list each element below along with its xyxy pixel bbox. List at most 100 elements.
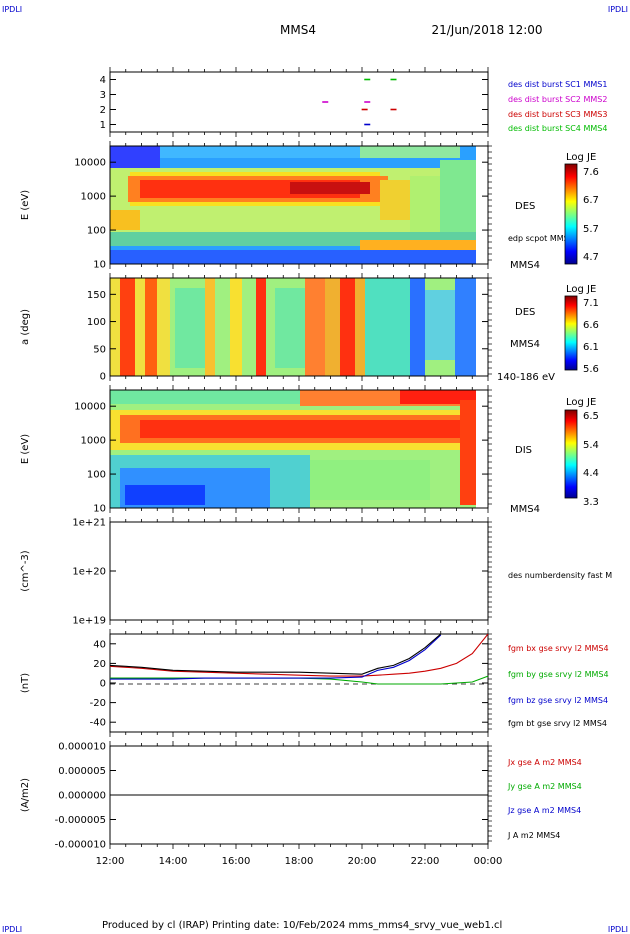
ytick-label: 100 [87,470,106,481]
xtick-label: 12:00 [96,856,125,867]
ytick-label: 150 [87,290,106,301]
density-legend: des numberdensity fast M [508,571,612,580]
bfield-ylabel: (nT) [20,673,31,693]
panel-burst-marks [322,78,397,126]
dis-energy-cb-tick-4: 3.3 [583,497,599,508]
des-pitch-cb-tick-3: 6.1 [583,342,599,353]
ytick-label: 100 [87,317,106,328]
current-ylabel: (A/m2) [20,778,31,812]
ytick-label: 40 [93,639,106,650]
dis-energy-ylabel: E (eV) [20,434,31,464]
ytick-label: 0 [100,372,106,383]
ytick-label: 1 [100,120,106,131]
xtick-label: 14:00 [159,856,188,867]
ytick-label: 1e+21 [72,518,106,529]
panel-burst: 1 2 3 4 des dist burst SC1 MMS1 des dist bu… [100,71,607,133]
ytick-label: 10 [93,260,106,271]
panel-burst-frame [109,71,489,133]
legend-mms4: des dist burst SC4 MMS4 [508,124,607,133]
ytick-label: 0.000000 [58,791,106,802]
corner-br: IPDLI [608,925,628,934]
xtick-label: 00:00 [474,856,503,867]
dis-energy-label-sc: MMS4 [510,504,540,515]
dis-energy-spectrogram [110,390,488,508]
legend-bz: fgm bz gse srvy l2 MMS4 [508,696,608,705]
legend-jz: Jz gse A m2 MMS4 [507,806,581,815]
burst-mark [390,78,397,81]
xtick-label: 22:00 [411,856,440,867]
xtick-label: 16:00 [222,856,251,867]
ytick-label: 1e+19 [72,616,106,627]
legend-bt: fgm bt gse srvy l2 MMS4 [508,719,607,728]
des-energy-label-des: DES [515,201,535,212]
panel-current-ticks: 0.000010 0.000005 0.000000 -0.000005 -0.0000… [55,742,492,851]
des-pitch-cb-tick-4: 5.6 [583,364,599,375]
corner-tl: IPDLI [2,5,22,14]
dis-energy-colorbar [564,409,578,499]
ytick-label: -0.000005 [55,815,106,826]
ytick-label: 0.000005 [58,766,106,777]
panel-des-energy-ticks: 10 100 1000 10000 [74,145,492,271]
des-pitch-label-des: DES [515,307,535,318]
des-pitch-colorbar [564,295,578,371]
legend-mms2: des dist burst SC2 MMS2 [508,95,607,104]
ytick-label: 10 [93,504,106,515]
panel-bfield-frame [109,633,489,733]
ytick-label: 2 [100,105,106,116]
des-pitch-spectrogram [110,278,488,376]
panel-des-pitch: 0 50 100 150 a (deg) DES MMS4 140-186 eV Lo… [20,277,599,383]
bfield-series-line [110,634,442,680]
panel-bfield-ticks: 40 20 0 -20 -40 [90,633,492,730]
ytick-label: 3 [100,90,106,101]
ytick-label: 10000 [74,402,106,413]
panel-des-energy: 10 100 1000 10000 E (eV) DES edp scpot MMS4… [20,145,599,271]
des-energy-label-sc: MMS4 [510,260,540,271]
legend-by: fgm by gse srvy l2 MMS4 [508,670,609,679]
legend-j: J A m2 MMS4 [507,831,560,840]
ytick-label: -20 [90,698,106,709]
panel-bfield: 40 20 0 -20 -40 (nT) fgm bx gse srvy l2 MMS4… [20,633,609,733]
bfield-series-line [109,633,442,675]
dis-energy-colorbar-title: Log JE [566,397,596,408]
panel-density: 1e+21 1e+20 1e+19 (cm^-3) des numberdensit… [20,518,612,627]
panel-dis-energy-ticks: 10 100 1000 10000 [74,389,492,515]
panel-density-ticks: 1e+21 1e+20 1e+19 [72,518,492,627]
des-energy-colorbar-title: Log JE [566,152,596,163]
density-ylabel: (cm^-3) [20,550,31,591]
des-energy-cb-tick-3: 5.7 [583,224,599,235]
xtick-label: 18:00 [285,856,314,867]
burst-mark [390,108,397,111]
des-energy-cb-tick-4: 4.7 [583,252,599,263]
header-spacecraft: MMS4 [280,23,316,37]
burst-mark [364,123,371,126]
burst-mark [364,101,371,103]
legend-jy: Jy gse A m2 MMS4 [507,782,582,791]
ytick-label: 1e+20 [72,567,106,578]
panel-des-pitch-ticks: 0 50 100 150 [87,277,492,383]
ytick-label: -40 [90,718,106,729]
des-energy-ylabel: E (eV) [20,190,31,220]
panel-density-frame [109,521,489,621]
bfield-series-line [110,675,489,685]
burst-mark [364,78,371,81]
ytick-label: 4 [100,75,106,86]
bfield-series-line [109,633,489,677]
footer-credit: Produced by cl (IRAP) Printing date: 10/… [102,920,502,931]
legend-bx: fgm bx gse srvy l2 MMS4 [508,644,609,653]
header-datetime: 21/Jun/2018 12:00 [431,23,542,37]
ytick-label: 20 [93,659,106,670]
ytick-label: 10000 [74,158,106,169]
des-energy-cb-tick-1: 7.6 [583,167,599,178]
ytick-label: -0.000010 [55,840,106,851]
panel-current: 0.000010 0.000005 0.000000 -0.000005 -0.0000… [20,67,582,867]
dis-energy-label-dis: DIS [515,445,532,456]
legend-jx: Jx gse A m2 MMS4 [507,758,582,767]
ytick-label: 1000 [81,436,106,447]
ytick-label: 50 [93,344,106,355]
panel-burst-ticks: 1 2 3 4 [100,75,488,131]
ytick-label: 0.000010 [58,742,106,753]
dis-energy-cb-tick-3: 4.4 [583,468,599,479]
legend-mms1: des dist burst SC1 MMS1 [508,80,607,89]
ytick-label: 0 [100,679,106,690]
